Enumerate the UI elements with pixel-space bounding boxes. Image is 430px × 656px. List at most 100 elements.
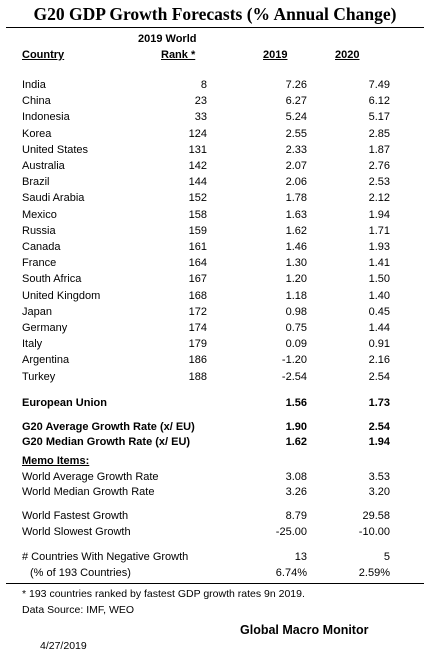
value-2019: 1.62 — [285, 224, 307, 237]
value-2019: 2.06 — [285, 176, 307, 189]
country-name: France — [22, 257, 57, 270]
table-row: Turkey 188 -2.54 2.54 — [22, 371, 412, 386]
world-rank: 161 — [188, 241, 207, 253]
world-rank: 159 — [188, 224, 207, 237]
row-label: G20 Median Growth Rate (x/ EU) — [22, 436, 191, 448]
year-2019-header: 2019 — [263, 49, 288, 61]
footnote: * 193 countries ranked by fastest GDP gr… — [22, 588, 305, 600]
footer-divider — [6, 583, 424, 584]
world-rank: 179 — [188, 338, 207, 351]
value-2020: 1.44 — [368, 322, 390, 334]
value-2019: 1.20 — [285, 273, 307, 286]
value-2019: 1.78 — [285, 192, 307, 205]
row-label: World Median Growth Rate — [22, 486, 155, 498]
g20-median-row: G20 Median Growth Rate (x/ EU) 1.62 1.94 — [22, 436, 412, 451]
country-name: Japan — [22, 305, 52, 318]
world-rank: 152 — [188, 192, 207, 205]
country-name: Turkey — [22, 370, 56, 383]
value-2020: 3.20 — [368, 486, 390, 498]
country-header: Country — [22, 49, 65, 61]
value-2020: 7.49 — [368, 79, 390, 91]
world-rank: 33 — [194, 111, 207, 124]
row-label: (% of 193 Countries) — [30, 567, 131, 579]
country-name: Germany — [22, 322, 68, 334]
table-row: Korea 124 2.55 2.85 — [22, 128, 412, 143]
row-label: World Fastest Growth — [22, 510, 129, 522]
world-rank: 144 — [188, 176, 207, 189]
page-title: G20 GDP Growth Forecasts (% Annual Chang… — [33, 4, 397, 24]
country-name: South Africa — [22, 273, 82, 286]
world-rank: 158 — [188, 208, 207, 221]
value-2020: 29.58 — [362, 510, 390, 522]
value-2020: 6.12 — [368, 95, 390, 108]
table-row: Canada 161 1.46 1.93 — [22, 241, 412, 256]
value-2019: 5.24 — [285, 111, 307, 124]
value-2020: 1.87 — [368, 143, 390, 156]
world-median-row: World Median Growth Rate 3.26 3.20 — [22, 486, 412, 501]
value-2020: 1.73 — [368, 397, 390, 409]
table-row: Saudi Arabia 152 1.78 2.12 — [22, 192, 412, 207]
table-row: Argentina 186 -1.20 2.16 — [22, 354, 412, 369]
value-2020: 1.50 — [368, 273, 390, 286]
eu-row: European Union 1.56 1.73 — [22, 397, 412, 412]
year-2020-header: 2020 — [335, 49, 360, 61]
value-2020: 3.53 — [368, 471, 390, 483]
world-slowest-row: World Slowest Growth -25.00 -10.00 — [22, 526, 412, 541]
value-2019: 6.74% — [275, 567, 307, 579]
g20-average-row: G20 Average Growth Rate (x/ EU) 1.90 2.5… — [22, 421, 412, 436]
table-row: United Kingdom 168 1.18 1.40 — [22, 290, 412, 305]
value-2019: -1.20 — [281, 354, 307, 367]
value-2019: 2.55 — [285, 127, 307, 140]
value-2020: 2.76 — [368, 160, 390, 172]
memo-items-label: Memo Items: — [22, 455, 90, 467]
row-label: World Average Growth Rate — [22, 471, 159, 483]
title-divider — [6, 27, 424, 28]
value-2019: 1.46 — [285, 241, 307, 253]
country-name: Italy — [22, 338, 43, 351]
value-2019: 1.56 — [285, 397, 307, 409]
value-2019: 1.30 — [285, 257, 307, 270]
value-2020: 1.40 — [368, 289, 390, 302]
negative-growth-row: # Countries With Negative Growth 13 5 — [22, 551, 412, 566]
value-2020: 1.94 — [368, 208, 390, 221]
world-rank: 188 — [188, 370, 207, 383]
value-2020: 1.94 — [368, 436, 390, 448]
value-2020: 2.16 — [368, 354, 390, 367]
table-row: United States 131 2.33 1.87 — [22, 144, 412, 159]
table-row: Brazil 144 2.06 2.53 — [22, 176, 412, 191]
value-2019: 6.27 — [285, 95, 307, 108]
value-2020: 2.85 — [368, 127, 390, 140]
table-row: Australia 142 2.07 2.76 — [22, 160, 412, 175]
country-name: China — [22, 95, 51, 108]
country-name: Australia — [22, 160, 65, 172]
table-row: Italy 179 0.09 0.91 — [22, 338, 412, 353]
negative-growth-pct-row: (% of 193 Countries) 6.74% 2.59% — [22, 567, 412, 582]
world-rank: 168 — [188, 289, 207, 302]
world-rank: 167 — [188, 273, 207, 286]
value-2019: 1.62 — [285, 436, 307, 448]
value-2019: 3.08 — [285, 471, 307, 483]
world-rank: 124 — [188, 127, 207, 140]
world-fastest-row: World Fastest Growth 8.79 29.58 — [22, 510, 412, 525]
table-row: China 23 6.27 6.12 — [22, 95, 412, 110]
brand-label: Global Macro Monitor — [240, 623, 369, 637]
country-name: Russia — [22, 224, 56, 237]
country-name: Canada — [22, 241, 61, 253]
country-name: Brazil — [22, 176, 50, 189]
country-name: Indonesia — [22, 111, 70, 124]
rank-header-line1: 2019 World — [138, 33, 197, 45]
world-rank: 186 — [188, 354, 207, 367]
country-name: India — [22, 79, 46, 91]
world-average-row: World Average Growth Rate 3.08 3.53 — [22, 471, 412, 486]
world-rank: 174 — [188, 322, 207, 334]
value-2020: 5.17 — [368, 111, 390, 124]
value-2020: 0.45 — [368, 305, 390, 318]
world-rank: 131 — [188, 143, 207, 156]
value-2020: 1.71 — [368, 224, 390, 237]
world-rank: 164 — [188, 257, 207, 270]
value-2019: 0.75 — [285, 322, 307, 334]
value-2019: 1.63 — [285, 208, 307, 221]
value-2020: 2.59% — [358, 567, 390, 579]
value-2019: 3.26 — [285, 486, 307, 498]
table-row: Russia 159 1.62 1.71 — [22, 225, 412, 240]
